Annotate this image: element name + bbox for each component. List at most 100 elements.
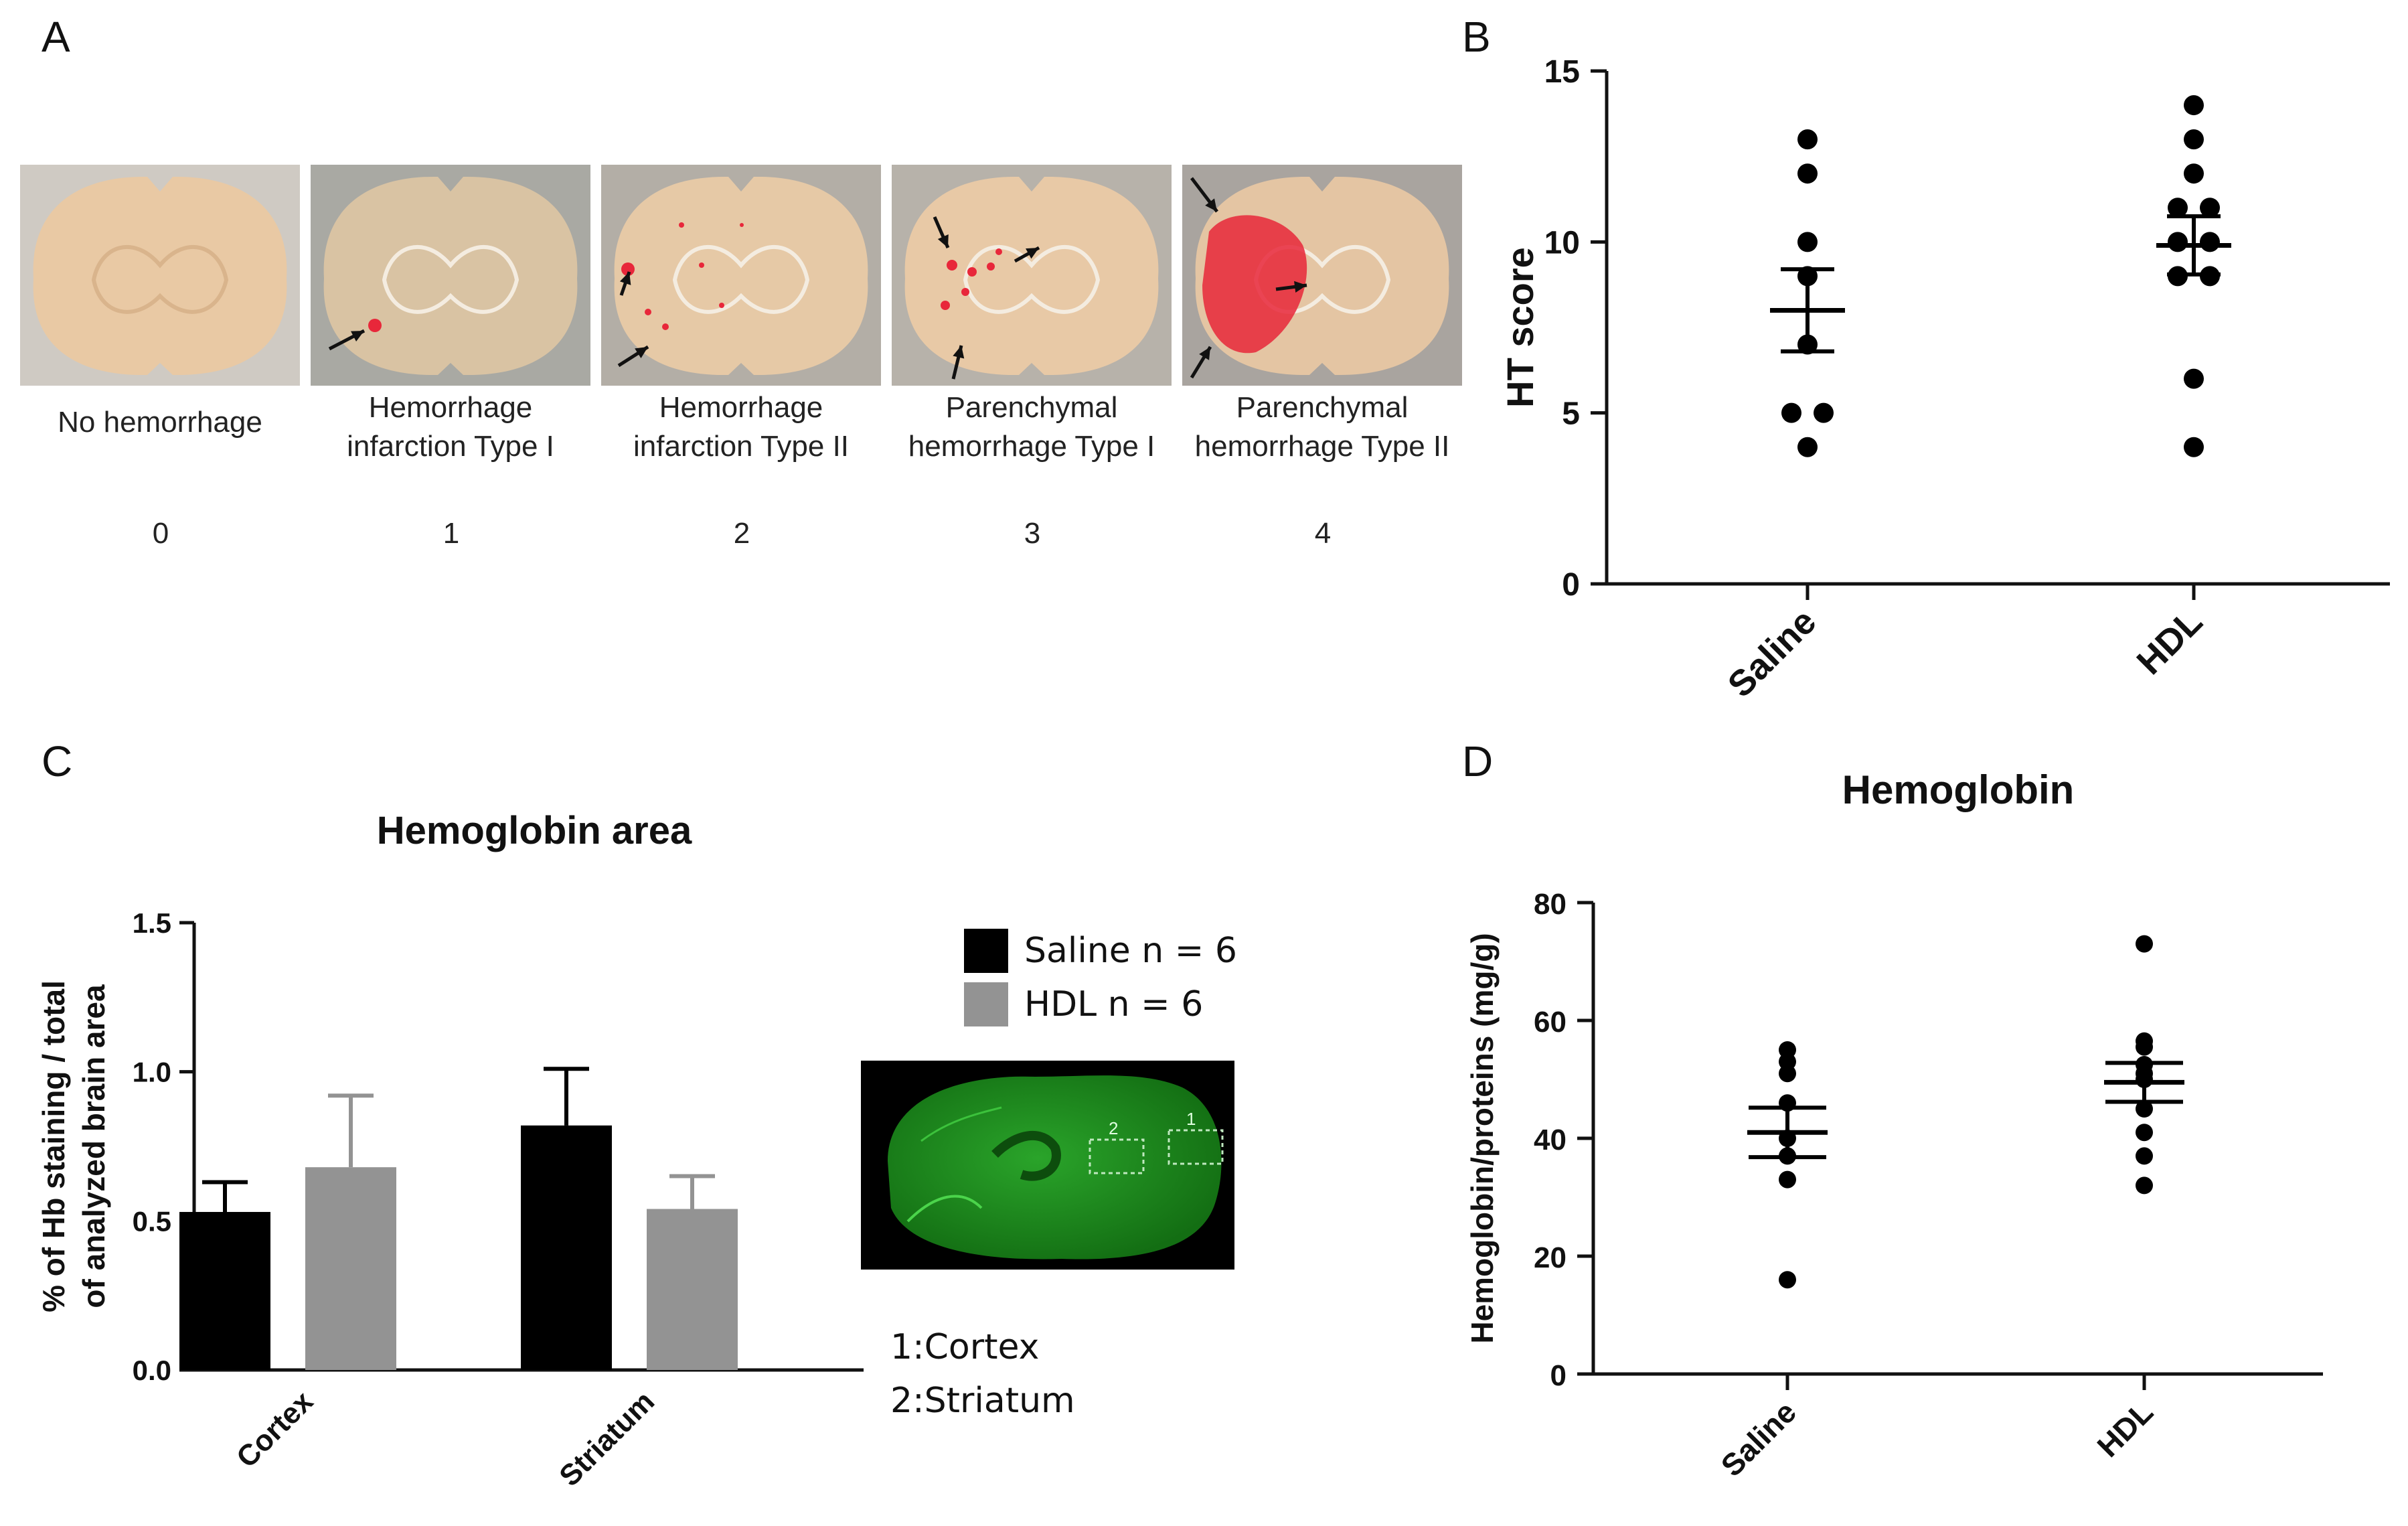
hemorrhage-spot [947,260,957,271]
y-tick-label: 0.5 [133,1205,171,1237]
brain-slice-1 [311,165,590,386]
data-point [1797,232,1818,252]
brain-caption-line: hemorrhage Type I [908,430,1155,463]
x-tick-label: Saline [1720,601,1824,705]
chart-title: Hemoglobin area [377,809,692,852]
region-key: 1:Cortex 2:Striatum [890,1320,1075,1428]
data-point [2184,437,2204,457]
brain-tissue [323,176,578,376]
brain-caption-line: Hemorrhage [659,391,823,424]
arrow-head [635,347,648,359]
hemorrhage-spot [699,262,704,268]
brain-caption-line: infarction Type II [633,430,850,463]
hemoglobin-area-chart: Hemoglobin area 0.0 0.5 1.0 1.5 % of Hb stain… [36,809,864,1493]
data-point [2136,1124,2153,1142]
bar [305,1167,396,1370]
y-tick-label: 0 [1562,567,1580,603]
x-tick-label: HDL [2130,601,2211,682]
roi-label-striatum: 2 [1109,1118,1118,1138]
bar [521,1125,612,1370]
legend-label-hdl: HDL n = 6 [1024,984,1204,1024]
brain-caption: Hemorrhage infarction Type I [297,388,604,466]
x-tick-label: Striatum [553,1385,661,1493]
region-key-striatum: 2:Striatum [890,1381,1075,1421]
data-point [2184,163,2204,184]
brain-slice-0 [20,165,300,386]
legend-swatch-hdl [964,982,1008,1026]
data-point [1779,1271,1796,1289]
brain-slice-3 [892,165,1172,386]
y-tick-label: 40 [1534,1124,1567,1156]
panel-label-b: B [1462,13,1491,61]
data-point [2184,129,2204,150]
arrow-head [953,346,965,359]
x-tick-label: Cortex [230,1385,320,1474]
data-point [1779,1041,1796,1059]
y-axis-label: HT score [1499,247,1541,408]
ventricle-outline [672,244,810,314]
hemorrhage-spot [941,301,950,310]
region-key-cortex: 1:Cortex [890,1327,1040,1367]
hemorrhage-spot [740,223,744,227]
y-tick-label: 80 [1534,888,1567,921]
ht-score-value: 4 [1314,517,1332,550]
brain-tissue [614,176,868,376]
data-point [1814,402,1834,423]
brain-caption: Parenchymal hemorrhage Type II [1169,388,1475,466]
arrow-head [1294,281,1307,293]
x-tick-label: Saline [1714,1394,1803,1483]
brain-caption-line: hemorrhage Type II [1194,430,1450,463]
ht-score-value: 0 [152,517,169,550]
ht-score-chart: 0 5 10 15 HT score Saline HDL [1499,54,2390,705]
y-tick-label: 0.0 [133,1355,171,1386]
data-point [2168,232,2188,252]
arrow-head [619,272,631,285]
hemorrhage-spot [987,262,995,271]
brain-caption: No hemorrhage [7,403,313,442]
fluorescence-micrograph: 2 1 [861,1061,1234,1270]
ventricle-outline [382,244,519,314]
data-point [1797,129,1818,150]
ht-score-value: 3 [1024,517,1041,550]
roi-label-cortex: 1 [1186,1109,1196,1129]
y-tick-label: 60 [1534,1006,1567,1039]
ventricle-outline [963,244,1101,314]
data-point [2184,95,2204,116]
ventricle-outline [91,244,229,314]
arrow-head [351,331,364,342]
panel-label-c: C [42,737,73,785]
y-tick-label: 0 [1550,1359,1567,1392]
legend-swatch-saline [964,929,1008,973]
hemorrhage-spot [679,222,684,228]
data-point [2200,198,2220,218]
ht-score-value: 1 [443,517,460,550]
brain-tissue [904,176,1159,376]
brain-caption-line: Hemorrhage [368,391,533,424]
brain-slice-2 [601,165,881,386]
panel-label-a: A [42,13,70,61]
data-point [1797,437,1818,457]
legend-item-hdl: HDL n = 6 [964,978,1237,1031]
y-axis-label-line1: % of Hb staining / total [36,980,71,1312]
y-tick-label: 10 [1544,225,1580,260]
brain-caption-line: No hemorrhage [58,406,262,439]
x-tick-label: HDL [2090,1394,2160,1464]
data-point [2136,935,2153,953]
hemorrhage-spot [967,267,977,277]
data-point [2136,1100,2153,1118]
legend-item-saline: Saline n = 6 [964,924,1237,978]
bar-legend: Saline n = 6 HDL n = 6 [964,924,1237,1031]
hemorrhage-area [1202,215,1307,354]
brain-slice-4 [1182,165,1462,386]
brain-tissue [33,176,287,376]
hemorrhage-spot [645,309,651,315]
data-point [2136,1147,2153,1165]
y-tick-label: 20 [1534,1241,1567,1274]
data-point [1779,1170,1796,1189]
data-point [1781,402,1801,423]
chart-title: Hemoglobin [1842,767,2075,812]
arrow-head [937,234,949,248]
brain-caption-line: infarction Type I [347,430,554,463]
data-point [2136,1176,2153,1195]
hemorrhage-spot [995,248,1002,255]
